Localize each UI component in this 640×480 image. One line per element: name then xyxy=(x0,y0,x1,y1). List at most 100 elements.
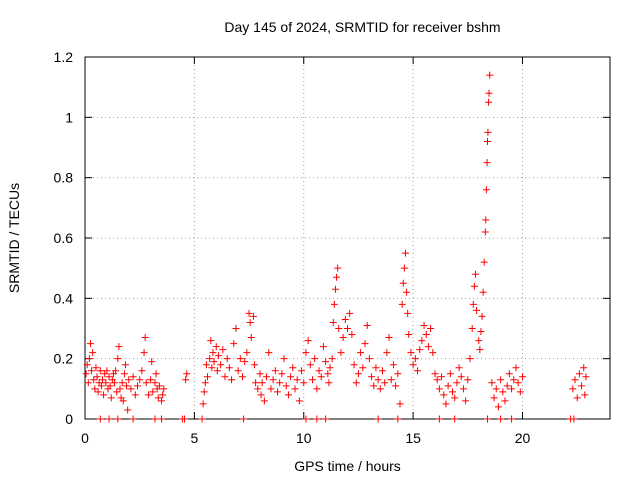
data-point xyxy=(470,282,478,290)
data-point xyxy=(304,337,312,345)
x-tick-label: 5 xyxy=(190,430,198,446)
data-point xyxy=(140,349,148,357)
data-point xyxy=(228,376,236,384)
data-point xyxy=(88,367,96,375)
data-point xyxy=(578,382,586,390)
data-point xyxy=(333,273,341,281)
data-point xyxy=(200,388,208,396)
data-point xyxy=(114,355,122,363)
data-point xyxy=(199,400,207,408)
data-point xyxy=(276,379,284,387)
data-point xyxy=(113,388,121,396)
data-point xyxy=(394,370,402,378)
data-point xyxy=(580,364,588,372)
y-tick-label: 0.6 xyxy=(54,230,74,246)
data-point xyxy=(271,367,279,375)
data-point xyxy=(392,382,400,390)
data-point xyxy=(352,379,360,387)
data-point xyxy=(399,279,407,287)
data-point xyxy=(341,315,349,323)
data-point xyxy=(134,382,141,390)
data-point xyxy=(105,373,113,381)
data-point xyxy=(263,373,271,381)
data-point xyxy=(201,379,209,387)
data-point xyxy=(149,388,157,396)
data-point xyxy=(484,137,491,145)
data-point xyxy=(468,325,476,332)
data-point xyxy=(464,376,472,384)
data-point xyxy=(481,228,489,236)
data-point xyxy=(97,382,105,390)
data-point xyxy=(230,340,238,348)
data-point xyxy=(328,355,336,363)
data-point xyxy=(435,415,443,423)
data-point xyxy=(315,367,323,375)
plot-frame xyxy=(84,56,611,420)
data-point xyxy=(451,394,459,402)
data-point xyxy=(322,415,330,423)
data-point xyxy=(85,355,93,363)
data-point xyxy=(416,346,424,354)
data-point xyxy=(381,379,389,387)
y-tick-label: 0.2 xyxy=(54,351,74,367)
data-point xyxy=(142,379,150,387)
data-point xyxy=(141,334,149,342)
data-point xyxy=(497,415,505,423)
data-point xyxy=(154,394,162,402)
data-point xyxy=(300,379,308,387)
data-point xyxy=(418,337,426,345)
data-point xyxy=(322,358,330,366)
data-point xyxy=(407,349,415,357)
data-point xyxy=(409,361,417,369)
data-point xyxy=(208,364,216,372)
data-point xyxy=(374,415,382,423)
data-point xyxy=(148,358,156,366)
data-point xyxy=(482,186,490,194)
data-point xyxy=(282,382,290,390)
x-tick-label: 15 xyxy=(405,430,421,446)
data-point xyxy=(512,364,520,372)
data-point xyxy=(309,376,316,384)
y-tick-label: 0 xyxy=(65,411,73,427)
data-point xyxy=(116,385,124,393)
data-point xyxy=(107,394,115,402)
data-point xyxy=(91,385,99,393)
data-point xyxy=(249,312,257,320)
x-tick-label: 20 xyxy=(515,430,531,446)
data-point xyxy=(247,334,255,342)
data-point xyxy=(422,331,430,339)
data-point xyxy=(374,376,382,384)
data-point xyxy=(479,288,487,296)
data-point xyxy=(334,264,342,272)
data-point xyxy=(147,376,155,384)
data-point xyxy=(499,388,507,396)
data-point xyxy=(207,337,215,345)
data-point xyxy=(243,349,251,357)
data-point xyxy=(582,373,590,381)
data-point xyxy=(206,355,214,363)
data-point xyxy=(278,370,286,378)
data-point xyxy=(359,364,367,372)
data-point xyxy=(427,325,435,332)
y-tick-label: 0.8 xyxy=(54,170,74,186)
data-point xyxy=(326,364,334,372)
chart-title: Day 145 of 2024, SRMTID for receiver bsh… xyxy=(224,19,500,35)
data-point xyxy=(379,367,386,375)
data-point xyxy=(372,364,380,372)
data-point xyxy=(477,328,485,336)
data-point xyxy=(357,349,365,357)
data-point xyxy=(346,309,354,317)
data-point xyxy=(210,358,218,366)
data-point xyxy=(94,388,102,396)
data-point xyxy=(155,382,163,390)
data-point xyxy=(348,331,356,339)
data-point xyxy=(350,361,358,369)
data-point xyxy=(488,379,496,387)
data-point xyxy=(198,415,206,423)
data-point xyxy=(484,415,491,423)
data-point xyxy=(236,355,244,363)
data-point xyxy=(324,370,332,378)
data-point xyxy=(84,379,92,387)
data-point xyxy=(462,397,470,405)
data-point xyxy=(260,397,268,405)
